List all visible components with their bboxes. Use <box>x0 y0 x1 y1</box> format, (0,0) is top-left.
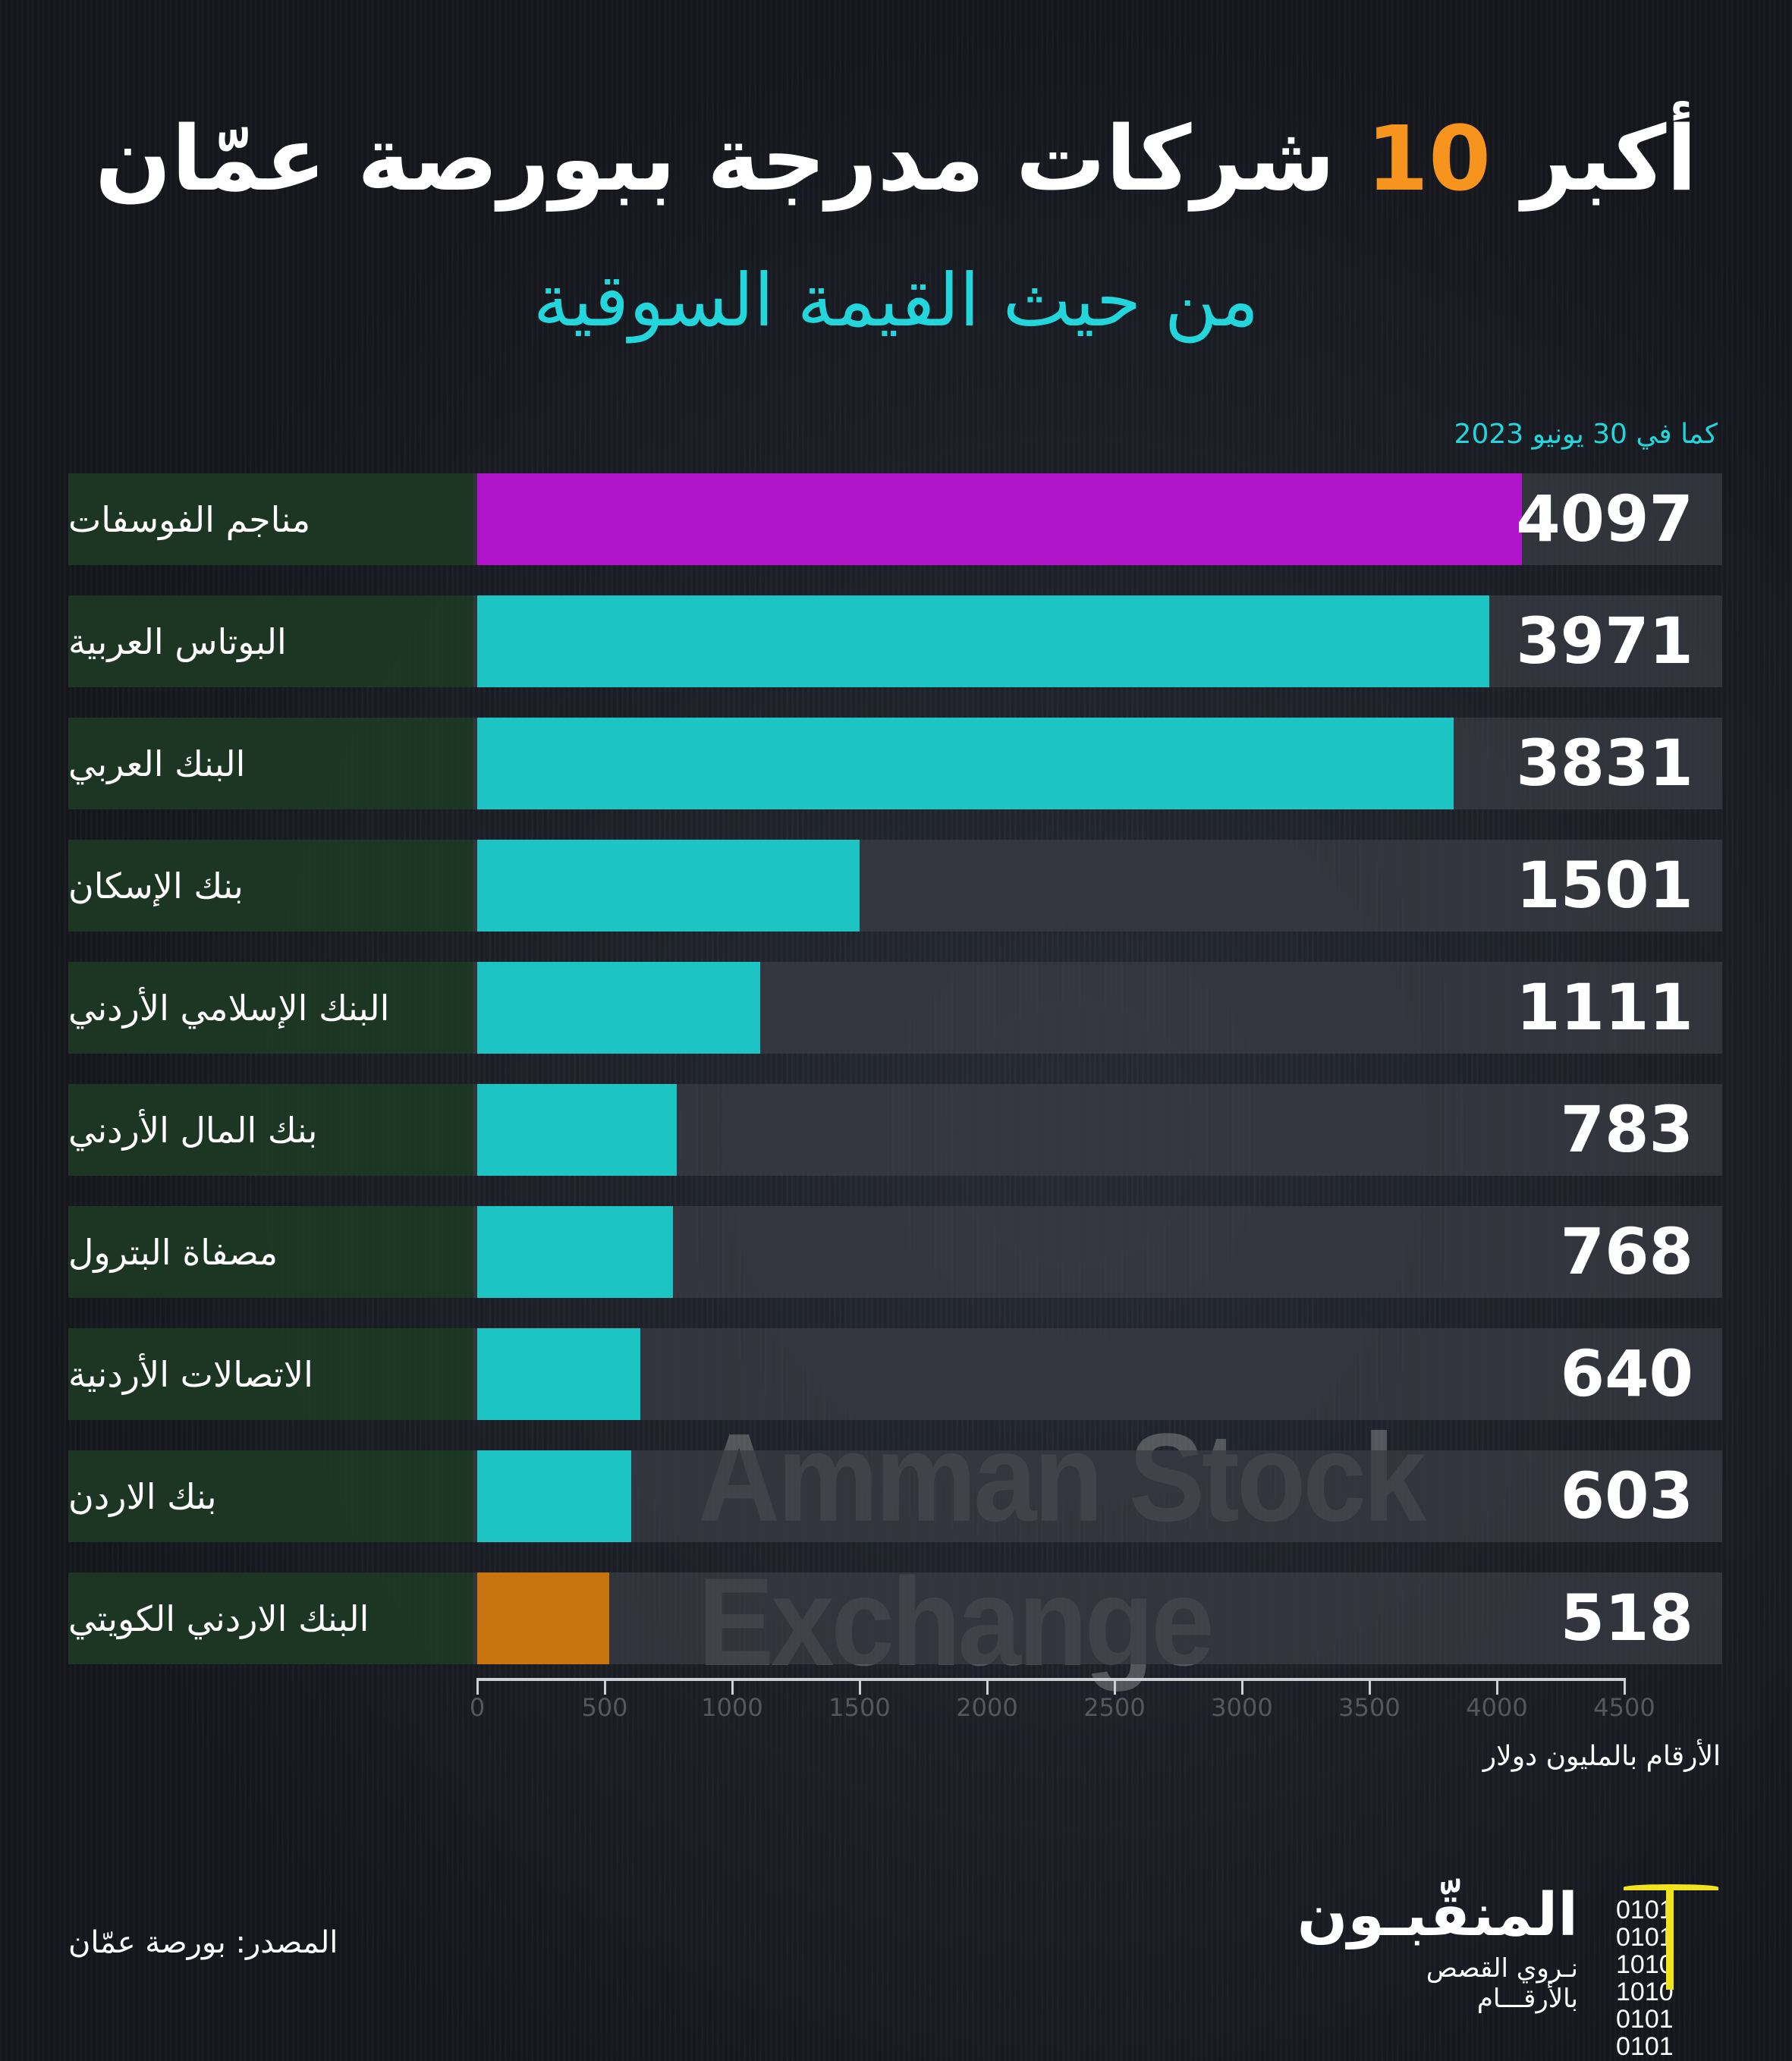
x-tick <box>1369 1678 1371 1695</box>
x-tick <box>1624 1678 1626 1695</box>
bar-row: البنك الاردني الكويتي 518 <box>68 1572 1722 1664</box>
x-tick-label: 2000 <box>956 1693 1018 1722</box>
x-tick <box>1241 1678 1243 1695</box>
bar <box>477 718 1454 809</box>
bar-row: البنك العربي 3831 <box>68 718 1722 809</box>
bar-row: مصفاة البترول 768 <box>68 1206 1722 1298</box>
category-label: البنك الإسلامي الأردني <box>68 962 473 1054</box>
bits-line: 0101 0101 <box>1616 2005 1674 2061</box>
page-title: أكبر 10 شركات مدرجة ببورصة عمّان <box>0 106 1792 211</box>
bar-row: بنك الإسكان 1501 <box>68 840 1722 932</box>
bar-row: بنك المال الأردني 783 <box>68 1084 1722 1176</box>
date-note: كما في 30 يونيو 2023 <box>1454 419 1718 450</box>
value-label: 3831 <box>1516 726 1693 800</box>
x-tick-label: 0 <box>469 1693 486 1722</box>
category-label: بنك الاردن <box>68 1450 473 1542</box>
bar <box>477 1328 641 1420</box>
bar-row: البنك الإسلامي الأردني 1111 <box>68 962 1722 1054</box>
category-label: بنك الإسكان <box>68 840 473 932</box>
value-label: 640 <box>1560 1337 1693 1411</box>
value-label: 768 <box>1560 1214 1693 1289</box>
bar <box>477 1572 610 1664</box>
x-tick <box>731 1678 734 1695</box>
title-after: شركات مدرجة ببورصة عمّان <box>95 106 1335 211</box>
category-label: الاتصالات الأردنية <box>68 1328 473 1420</box>
category-label: مناجم الفوسفات <box>68 473 473 565</box>
value-label: 603 <box>1560 1459 1693 1533</box>
x-tick-label: 500 <box>581 1693 628 1722</box>
page-subtitle: من حيث القيمة السوقية <box>533 258 1259 343</box>
bits-line: 1010 1010 <box>1616 1950 1674 2006</box>
value-label: 3971 <box>1516 604 1693 678</box>
x-tick <box>859 1678 861 1695</box>
bar-row: الاتصالات الأردنية 640 <box>68 1328 1722 1420</box>
x-tick <box>604 1678 606 1695</box>
x-axis-line <box>477 1678 1624 1681</box>
category-label: بنك المال الأردني <box>68 1084 473 1176</box>
value-label: 783 <box>1560 1092 1693 1167</box>
x-tick-label: 4500 <box>1593 1693 1655 1722</box>
logo-tagline: نـروي القصص بالأرقـــام <box>1426 1953 1578 2014</box>
bar-row: بنك الاردن 603 <box>68 1450 1722 1542</box>
category-label: البنك الاردني الكويتي <box>68 1572 473 1664</box>
pickaxe-head <box>1624 1884 1718 1890</box>
title-number: 10 <box>1366 106 1492 211</box>
x-tick-label: 3000 <box>1211 1693 1273 1722</box>
x-tick-label: 2500 <box>1083 1693 1146 1722</box>
value-label: 1111 <box>1516 970 1693 1045</box>
bar-row: مناجم الفوسفات 4097 <box>68 473 1722 565</box>
unit-label: الأرقام بالمليون دولار <box>1482 1741 1721 1772</box>
x-tick-label: 1000 <box>701 1693 763 1722</box>
value-label: 1501 <box>1516 848 1693 922</box>
bar <box>477 962 761 1054</box>
bar <box>477 840 860 932</box>
x-tick <box>986 1678 989 1695</box>
x-tick-label: 4000 <box>1466 1693 1528 1722</box>
x-tick <box>1496 1678 1498 1695</box>
x-tick-label: 1500 <box>828 1693 891 1722</box>
category-label: البوتاس العربية <box>68 595 473 687</box>
brand-logo: المنقّبـون نـروي القصص بالأرقـــام 0101 … <box>1297 1881 1730 2060</box>
category-label: مصفاة البترول <box>68 1206 473 1298</box>
value-label: 518 <box>1560 1581 1693 1655</box>
bar-row: البوتاس العربية 3971 <box>68 595 1722 687</box>
value-label: 4097 <box>1516 482 1693 556</box>
title-before: أكبر <box>1522 106 1697 211</box>
category-label: البنك العربي <box>68 718 473 809</box>
x-tick <box>476 1678 479 1695</box>
logo-binary-pickaxe: 0101 0101 1010 1010 0101 0101 <box>1616 1884 1730 2061</box>
logo-name: المنقّبـون <box>1297 1881 1578 1949</box>
pickaxe-icon <box>1666 1887 1674 1990</box>
bar <box>477 1206 674 1298</box>
x-tick-label: 3500 <box>1338 1693 1401 1722</box>
bar <box>477 1084 678 1176</box>
x-tick <box>1114 1678 1116 1695</box>
source-note: المصدر: بورصة عمّان <box>68 1925 338 1960</box>
bar <box>477 1450 631 1542</box>
bar <box>477 595 1490 687</box>
bits-line: 0101 0101 <box>1616 1896 1674 1952</box>
bar <box>477 473 1522 565</box>
